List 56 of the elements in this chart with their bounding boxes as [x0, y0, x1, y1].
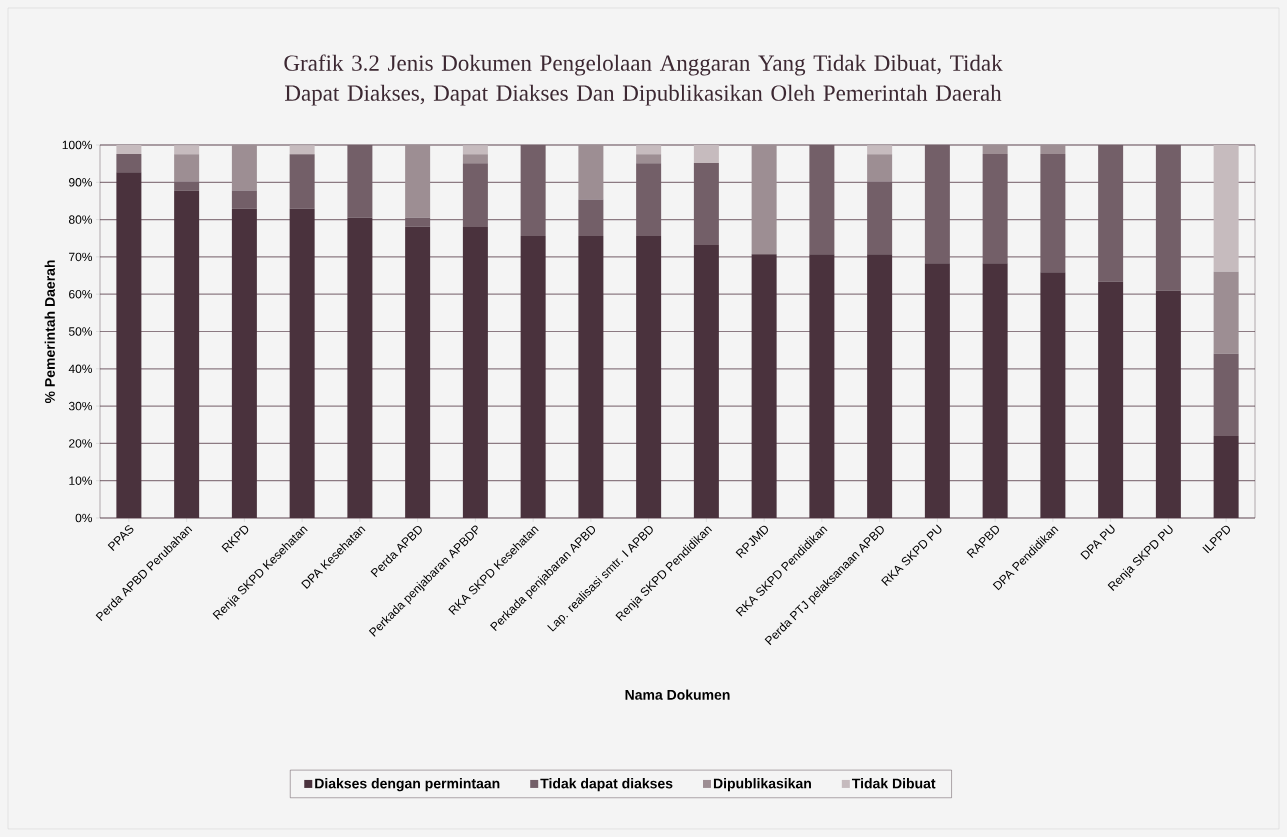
- y-tick-label: 60%: [69, 289, 93, 299]
- x-tick-label: DPA PU: [1080, 524, 1115, 560]
- y-axis-title: % Pemerintah Daerah: [44, 260, 55, 404]
- bar: [405, 217, 431, 227]
- legend-label: Dipublikasikan: [713, 778, 811, 792]
- bar: [867, 181, 893, 255]
- bar: [231, 144, 257, 191]
- bar: [1155, 144, 1181, 291]
- bar: [751, 144, 777, 255]
- bar: [520, 144, 546, 236]
- y-tick-label: 30%: [68, 401, 93, 411]
- bar: [231, 190, 257, 209]
- legend-label: Diakses dengan permintaan: [315, 778, 500, 792]
- bar: [1213, 353, 1239, 436]
- bar: [289, 154, 315, 209]
- y-tick-label: 50%: [68, 327, 93, 336]
- legend-label: Tidak dapat diakses: [540, 778, 673, 792]
- y-tick-label: 20%: [69, 439, 93, 448]
- bar: [1213, 144, 1239, 272]
- bar: [636, 154, 662, 164]
- bar: [982, 144, 1008, 154]
- bar: [116, 144, 142, 154]
- legend-label: Tidak Dibuat: [851, 778, 936, 789]
- bar: [809, 144, 835, 255]
- y-tick-label: 90%: [69, 178, 93, 187]
- bar: [982, 153, 1008, 264]
- y-tick-label: 40%: [68, 364, 93, 374]
- y-tick-label: 10%: [69, 476, 93, 485]
- bar: [693, 144, 719, 163]
- bar: [578, 144, 604, 200]
- bar: [174, 145, 200, 155]
- y-tick-label: 0%: [75, 513, 93, 523]
- bar: [1040, 144, 1066, 154]
- bar: [347, 144, 373, 218]
- bar: [1213, 271, 1239, 354]
- y-tick-label: 100%: [62, 140, 93, 150]
- bar: [174, 154, 200, 182]
- bar: [1040, 153, 1066, 273]
- y-tick-label: 70%: [69, 252, 93, 262]
- bar: [924, 144, 950, 264]
- x-axis-title: Nama Dokumen: [625, 689, 730, 700]
- bar: [636, 145, 662, 155]
- bar: [462, 163, 488, 228]
- y-tick-label: 80%: [68, 215, 93, 224]
- bar: [116, 153, 142, 173]
- bar: [462, 145, 488, 155]
- bar: [867, 145, 893, 155]
- bar: [462, 154, 488, 164]
- bar: [405, 144, 431, 218]
- bar: [867, 154, 893, 182]
- bar: [1098, 144, 1124, 282]
- bar: [289, 145, 315, 155]
- bar: [636, 163, 662, 236]
- bar: [578, 199, 604, 236]
- bar: [693, 162, 719, 245]
- chart-title: Grafik 3.2 Jenis Dokumen Pengelolaan Anggaran Yang Tidak Dibuat, Tidak Dapat Diakses, Dapat Diakses Dan Dipublikasikan Oleh Pemerintah Daerah: [284, 54, 1003, 106]
